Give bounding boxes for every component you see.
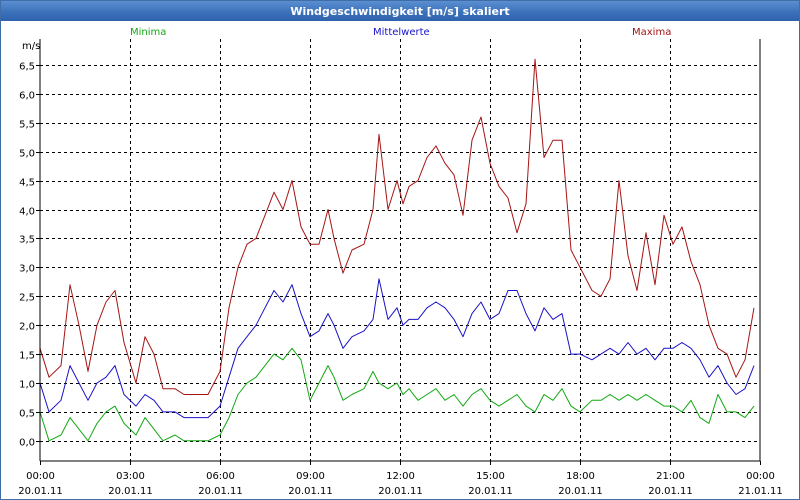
x-ticks: 00:00 20.01.11 03:00 20.01.11 06:00 20.01.11 0…: [18, 461, 783, 497]
series-group: [39, 58, 755, 442]
x-tick-date-label: 20.01.11: [378, 486, 423, 497]
y-tick-label: 3,0: [19, 264, 35, 275]
y-tick-label: 1,0: [19, 380, 35, 391]
legend-mittelwerte: Mittelwerte: [373, 27, 430, 38]
y-tick-label: 1,5: [19, 351, 35, 362]
grid-lines: [40, 39, 760, 461]
x-tick-time-label: 12:00: [386, 471, 415, 482]
y-tick-label: 5,0: [19, 149, 35, 160]
y-tick-label: 0,5: [19, 409, 35, 420]
series-line-minima: [39, 347, 755, 442]
y-tick-label: 5,5: [19, 120, 35, 131]
y-tick-label: 2,0: [19, 322, 35, 333]
y-tick-label: 0,0: [19, 438, 35, 449]
y-tick-label: 6,5: [19, 62, 35, 73]
window-title: Windgeschwindigkeit [m/s] skaliert: [1, 1, 799, 21]
y-axis-unit-label: m/s: [22, 41, 40, 52]
x-tick-date-label: 20.01.11: [18, 486, 63, 497]
x-tick-time-label: 06:00: [206, 471, 235, 482]
series-line-maxima: [39, 58, 755, 395]
y-ticks: 0,0 0,5 1,0 1,5 2,0 2,5 3,0 3,5 4,0 4,5 5,0 5,5 6,0 6…: [19, 62, 40, 449]
y-tick-label: 4,0: [19, 207, 35, 218]
x-tick-date-label: 20.01.11: [558, 486, 603, 497]
y-tick-label: 4,5: [19, 178, 35, 189]
x-tick-time-label: 09:00: [296, 471, 325, 482]
x-tick-date-label: 20.01.11: [198, 486, 243, 497]
x-tick-time-label: 15:00: [476, 471, 505, 482]
y-tick-label: 6,0: [19, 91, 35, 102]
x-tick-time-label: 21:00: [656, 471, 685, 482]
x-tick-time-label: 18:00: [566, 471, 595, 482]
x-tick-time-label: 03:00: [116, 471, 145, 482]
x-tick-date-label: 20.01.11: [108, 486, 153, 497]
x-tick-date-label: 20.01.11: [288, 486, 333, 497]
x-tick-time-label: 00:00: [746, 471, 775, 482]
x-tick-date-label: 20.01.11: [468, 486, 513, 497]
x-tick-date-label: 21.01.11: [738, 486, 783, 497]
legend-maxima: Maxima: [632, 27, 671, 38]
x-tick-date-label: 20.01.11: [648, 486, 693, 497]
y-tick-label: 3,5: [19, 235, 35, 246]
legend-minima: Minima: [130, 27, 166, 38]
y-tick-label: 2,5: [19, 293, 35, 304]
series-line-mittelwerte: [39, 278, 755, 419]
x-tick-time-label: 00:00: [26, 471, 55, 482]
